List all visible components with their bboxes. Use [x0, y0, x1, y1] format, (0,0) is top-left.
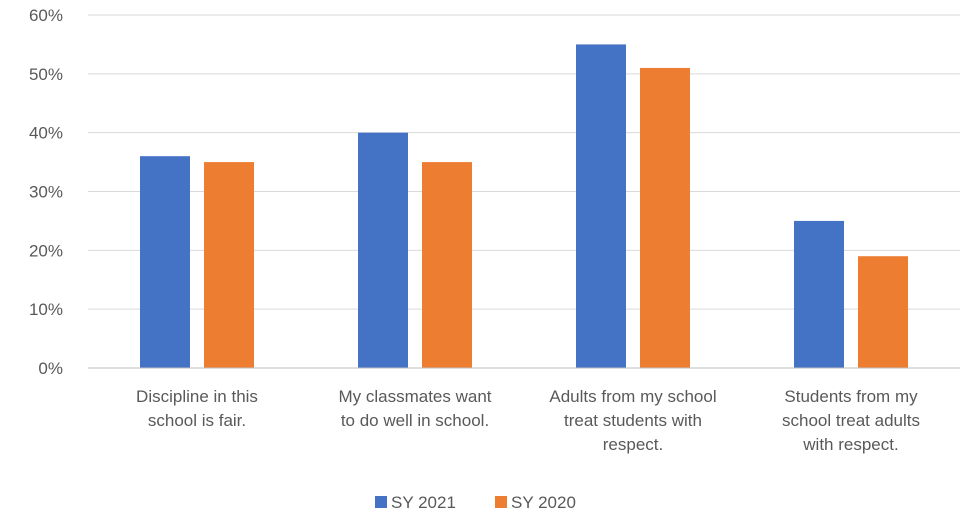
legend-label: SY 2020 [511, 493, 576, 512]
legend: SY 2021 SY 2020 [375, 493, 576, 512]
bar [358, 132, 408, 368]
y-tick-label: 50% [29, 65, 63, 84]
bars [140, 44, 908, 369]
legend-swatch [375, 496, 387, 508]
bar [422, 162, 472, 368]
y-tick-label: 30% [29, 183, 63, 202]
legend-label: SY 2021 [391, 493, 456, 512]
category-label: Adults from my school treat students with… [549, 387, 716, 454]
bar [858, 256, 908, 368]
y-tick-label: 10% [29, 300, 63, 319]
bar [640, 67, 690, 368]
legend-swatch [495, 496, 507, 508]
bar [794, 220, 844, 368]
bar [140, 156, 190, 368]
y-tick-label: 20% [29, 241, 63, 260]
category-label: Discipline in this school is fair. [136, 387, 258, 430]
category-label: Students from my school treat adults with … [782, 387, 920, 454]
category-labels: Discipline in this school is fair. My clas… [136, 387, 920, 454]
y-tick-label: 40% [29, 124, 63, 143]
bar [576, 44, 626, 369]
y-tick-label: 60% [29, 6, 63, 25]
bar [204, 162, 254, 368]
y-tick-label: 0% [38, 359, 63, 378]
category-label: My classmates want to do well in school. [338, 387, 491, 430]
y-axis-tick-labels: 0% 10% 20% 30% 40% 50% 60% [29, 6, 63, 378]
